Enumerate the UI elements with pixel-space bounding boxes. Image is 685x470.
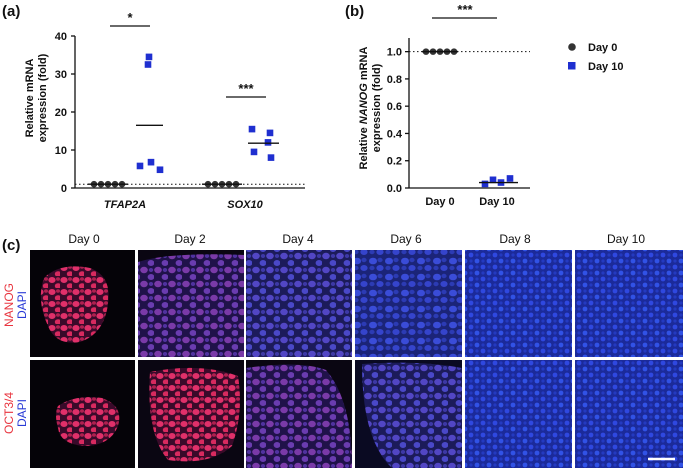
panel-b-category-day10: Day 10 — [479, 196, 514, 208]
panel-b-label: (b) — [345, 3, 364, 20]
column-header-day4: Day 4 — [282, 232, 314, 246]
panel-b-ylabel-1: Relative NANOG mRNA — [358, 47, 370, 170]
image-oct34-day8 — [465, 360, 572, 468]
panel-a-ylabel-1: Relative mRNA — [24, 59, 36, 138]
column-header-day2: Day 2 — [174, 232, 206, 246]
day10-point — [489, 176, 497, 184]
row-label-dapi-1: DAPI — [15, 291, 29, 319]
panel-b-chart: Relative NANOG mRNA expression (fold) 0.… — [358, 2, 623, 208]
panel-b-ytick-label: 0.0 — [387, 183, 402, 195]
day10-point — [250, 148, 258, 156]
column-header-day0: Day 0 — [68, 232, 100, 246]
colony-oct34-day0 — [56, 397, 120, 446]
panel-a-label: (a) — [2, 3, 20, 20]
panel-b-ylabel-2: expression (fold) — [371, 63, 383, 152]
panel-b-ytick-label: 1.0 — [387, 47, 402, 59]
panel-a-ytick-label: 30 — [55, 69, 67, 81]
day10-point — [266, 129, 274, 137]
panel-a-category-sox10: SOX10 — [227, 199, 263, 211]
day10-point — [267, 154, 275, 161]
panel-a-ylabel-2: expression (fold) — [37, 53, 49, 142]
colony-oct34-day4 — [246, 364, 352, 468]
day10-point — [144, 61, 152, 68]
panel-a-sig-1: * — [127, 10, 133, 25]
legend-day0-marker — [568, 43, 576, 51]
panel-b-ytick-label: 0.4 — [387, 128, 403, 140]
panel-a-category-tfap2a: TFAP2A — [104, 199, 146, 211]
day10-point — [136, 162, 144, 170]
panel-b-ytick-label: 0.2 — [387, 156, 402, 168]
panel-a-chart: Relative mRNA expression (fold) 0 10 20 30 4… — [24, 10, 305, 211]
day10-point — [481, 180, 489, 188]
panel-a-ytick-label: 0 — [61, 183, 67, 195]
panel-a-sig-2: *** — [238, 81, 254, 96]
panel-a-ytick-label: 40 — [55, 31, 67, 43]
day10-point — [248, 125, 256, 133]
colony-oct34-day6 — [362, 362, 462, 468]
row-label-oct34: OCT3/4 — [2, 392, 16, 434]
image-oct34-day10 — [575, 360, 683, 468]
panel-c-label: (c) — [2, 237, 20, 254]
colony-nanog-day2 — [138, 254, 244, 357]
column-header-day10: Day 10 — [607, 232, 645, 246]
panel-b-sig: *** — [457, 2, 473, 17]
panel-b-ytick-label: 0.8 — [387, 74, 402, 86]
legend-day10-label: Day 10 — [588, 61, 623, 73]
panel-b-category-day0: Day 0 — [425, 196, 454, 208]
image-nanog-day8 — [465, 250, 572, 357]
column-header-day8: Day 8 — [499, 232, 531, 246]
row-label-dapi-2: DAPI — [15, 399, 29, 427]
legend-day10-marker — [568, 62, 576, 70]
panel-a-ytick-label: 20 — [55, 107, 67, 119]
image-nanog-day6 — [355, 250, 462, 357]
day10-point — [147, 158, 155, 166]
day10-point — [145, 53, 153, 61]
day10-point — [506, 175, 514, 182]
colony-oct34-day2 — [149, 367, 240, 462]
column-header-day6: Day 6 — [390, 232, 422, 246]
colony-nanog-day0 — [40, 266, 109, 343]
panel-a-ytick-label: 10 — [55, 145, 67, 157]
row-label-nanog: NANOG — [2, 283, 16, 327]
image-nanog-day4 — [246, 250, 352, 357]
image-nanog-day10 — [575, 250, 683, 357]
panel-c-micrographs: Day 0 Day 2 Day 4 Day 6 Day 8 Day 10 NAN… — [2, 232, 683, 468]
legend-day0-label: Day 0 — [588, 42, 617, 54]
day10-point — [156, 166, 164, 174]
day10-point — [264, 139, 272, 146]
panel-b-ytick-label: 0.6 — [387, 101, 402, 113]
